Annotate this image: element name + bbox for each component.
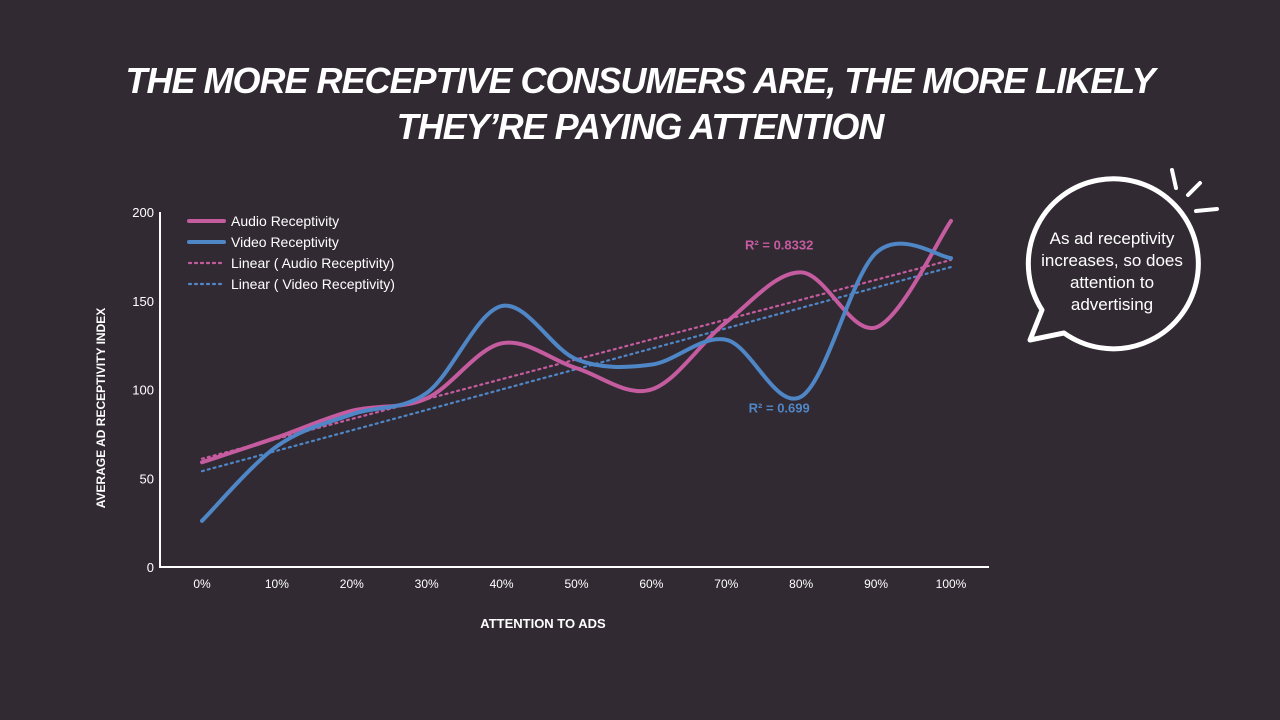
- callout-line: advertising: [1070, 295, 1154, 314]
- callout-text: As ad receptivity increases, so does att…: [1022, 228, 1202, 316]
- y-tick-label: 50: [140, 471, 154, 486]
- title-line-2: THEY’RE PAYING ATTENTION: [396, 106, 885, 147]
- title-line-1: THE MORE RECEPTIVE CONSUMERS ARE, THE MO…: [125, 60, 1155, 101]
- x-tick-label: 30%: [415, 577, 439, 591]
- chart-title: THE MORE RECEPTIVE CONSUMERS ARE, THE MO…: [60, 58, 1220, 150]
- x-tick-label: 60%: [639, 577, 663, 591]
- x-tick-label: 40%: [490, 577, 514, 591]
- r-squared-label: R² = 0.699: [749, 401, 810, 416]
- x-tick-label: 80%: [789, 577, 813, 591]
- legend-label: Video Receptivity: [231, 234, 339, 250]
- emphasis-stroke: [1194, 207, 1219, 213]
- legend-label: Linear ( Video Receptivity): [231, 276, 395, 292]
- x-tick-label: 100%: [936, 577, 967, 591]
- x-tick-label: 20%: [340, 577, 364, 591]
- y-axis-label: AVERAGE AD RECEPTIVITY INDEX: [94, 308, 108, 508]
- x-tick-label: 90%: [864, 577, 888, 591]
- legend-label: Linear ( Audio Receptivity): [231, 255, 394, 271]
- speech-bubble-outline: [1025, 176, 1201, 352]
- series-line: [200, 241, 953, 523]
- legend-label: Audio Receptivity: [231, 213, 339, 229]
- callout-line: increases, so does: [1041, 251, 1183, 270]
- y-tick-label: 0: [147, 560, 154, 575]
- y-tick-label: 100: [132, 383, 154, 398]
- series-line: [200, 218, 953, 465]
- callout-line: attention to: [1069, 273, 1155, 292]
- x-tick-label: 0%: [193, 577, 211, 591]
- x-tick-label: 50%: [564, 577, 588, 591]
- y-tick-label: 200: [132, 205, 154, 220]
- emphasis-stroke: [1186, 181, 1202, 197]
- y-tick-label: 150: [132, 294, 154, 309]
- speech-bubble: [1025, 168, 1219, 352]
- emphasis-stroke: [1170, 168, 1178, 190]
- x-tick-label: 10%: [265, 577, 289, 591]
- x-axis-label: ATTENTION TO ADS: [480, 616, 606, 631]
- trendline: [200, 265, 953, 473]
- x-tick-label: 70%: [714, 577, 738, 591]
- r-squared-label: R² = 0.8332: [745, 237, 813, 252]
- callout-line: As ad receptivity: [1049, 229, 1175, 248]
